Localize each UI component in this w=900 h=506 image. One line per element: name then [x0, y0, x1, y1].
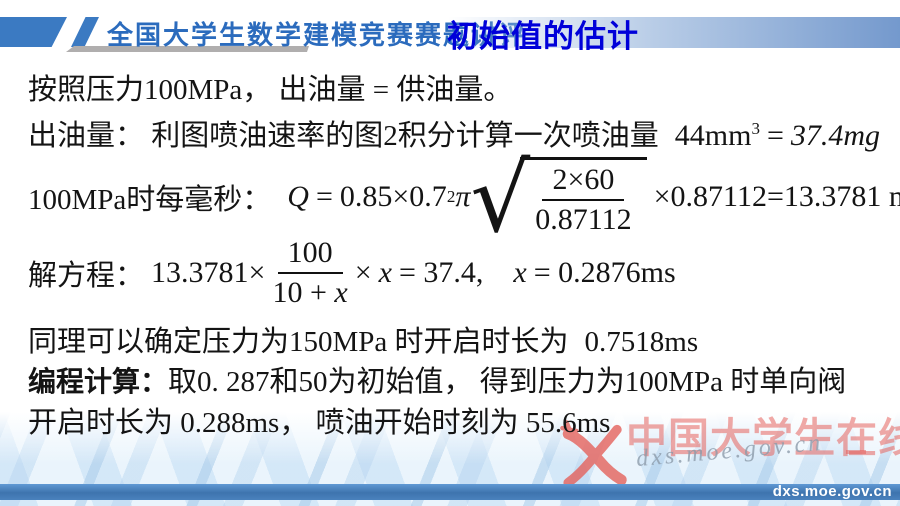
line4-label: 解方程：	[28, 260, 145, 292]
formula-exponent: 3	[751, 119, 760, 138]
denominator-variable: x	[334, 276, 348, 309]
page-title: 初始值的估计	[447, 19, 639, 54]
square-root: √ 2×60 0.87112	[470, 145, 647, 255]
formula-variable-q: Q	[287, 180, 309, 213]
fraction-denominator: 0.87112	[535, 203, 632, 236]
line6-text: 取0. 287和50为初始值， 得到压力为100MPa 时单向阀	[168, 366, 847, 398]
formula-pi: π	[455, 180, 471, 213]
fraction-denominator: 10 + x	[272, 274, 347, 310]
body-line-5: 同理可以确定压力为150MPa 时开启时长为 0.7518ms	[28, 318, 698, 360]
body-line-1: 按照压力100MPa， 出油量 = 供油量。	[28, 74, 513, 106]
denominator-constant: 10 +	[272, 276, 327, 309]
formula-variable-x: x	[378, 256, 392, 289]
footer-url-text: dxs.moe.gov.cn	[772, 483, 892, 500]
formula-term: 44mm	[674, 119, 752, 152]
body-line-4: 解方程： 13.3781× 100 10 + x × x = 37.4, x =…	[28, 236, 676, 310]
line5-value: 0.7518ms	[584, 326, 699, 358]
solution-variable-x: x	[513, 256, 527, 289]
formula-times: ×	[354, 256, 372, 289]
fraction: 2×60 0.87112	[535, 163, 631, 237]
formula-coefficient: 0.85×0.7	[339, 180, 447, 213]
fraction: 100 10 + x	[272, 236, 347, 310]
formula-tail: ×0.87112=13.3781 mg	[653, 180, 900, 213]
body-line-2: 出油量： 利图喷油速率的图2积分计算一次喷油量 44mm3 = 37.4mg	[28, 112, 880, 154]
china-college-online-logo-icon	[560, 420, 627, 488]
footer-bar: dxs.moe.gov.cn	[0, 484, 900, 500]
line2-formula: 44mm3 = 37.4mg	[675, 119, 880, 152]
body-line-3: 100MPa时每毫秒： Q = 0.85×0.7 2 π √ 2×60 0.8711…	[28, 145, 900, 255]
formula-equals: =	[766, 119, 784, 152]
body-line-6: 编程计算：取0. 287和50为初始值， 得到压力为100MPa 时单向阀	[28, 358, 846, 400]
formula-equals: =	[315, 180, 333, 213]
line2-text: 出油量： 利图喷油速率的图2积分计算一次喷油量	[28, 120, 659, 152]
body-line-7: 开启时长为 0.288ms， 喷油开始时刻为 55.6ms	[28, 407, 611, 439]
formula-result: 37.4mg	[790, 119, 881, 152]
radicand: 2×60 0.87112	[520, 157, 647, 237]
fraction-numerator: 2×60	[542, 163, 625, 201]
fraction-numerator: 100	[277, 236, 343, 274]
radical-sign: √	[470, 145, 531, 255]
solution-value: = 0.2876ms	[533, 256, 676, 289]
line3-label: 100MPa时每毫秒：	[28, 184, 272, 216]
header-underline-bar	[66, 46, 309, 52]
title-gradient-band	[448, 17, 900, 48]
line6-bold-label: 编程计算：	[28, 366, 169, 397]
line5-text: 同理可以确定压力为150MPa 时开启时长为	[28, 326, 569, 358]
watermark-underscore-mark	[846, 450, 866, 454]
formula-coefficient: 13.3781×	[151, 256, 266, 289]
formula-equals-value: = 37.4,	[398, 256, 484, 289]
